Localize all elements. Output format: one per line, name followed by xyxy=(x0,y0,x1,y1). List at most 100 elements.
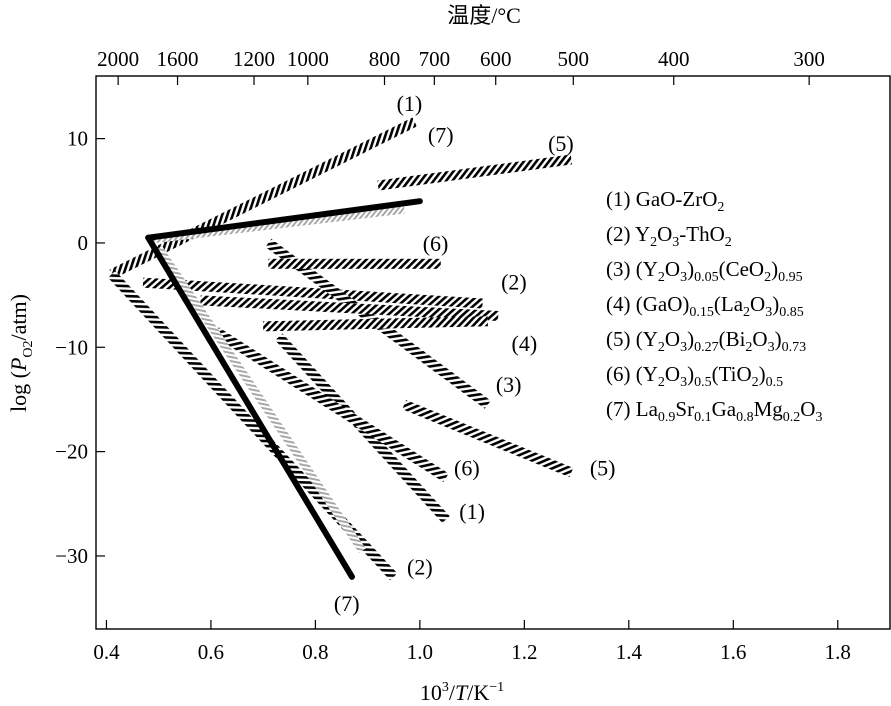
y-tick-label: −10 xyxy=(55,335,88,359)
series-4-band-1 xyxy=(200,295,499,321)
series-4-band-2 xyxy=(263,316,488,332)
top-tick-label: 800 xyxy=(369,47,401,71)
series-5-band-2 xyxy=(402,400,574,478)
series-7-line-2 xyxy=(145,234,355,580)
series-marker-label: (6) xyxy=(423,231,449,256)
top-tick-label: 400 xyxy=(658,47,690,71)
legend-entry: (4) (GaO)0.15(La2O3)0.85 xyxy=(606,292,804,320)
x-axis-label: 103/T/K−1 xyxy=(420,680,504,705)
legend-text-run: (3) (Y xyxy=(606,257,658,281)
y-tick-label: 10 xyxy=(67,127,88,151)
top-tick-label: 500 xyxy=(558,47,590,71)
legend-text-run: O xyxy=(665,327,680,351)
legend-subscript: 0.15 xyxy=(689,305,714,320)
legend: (1) GaO-ZrO2(2) Y2O3-ThO2(3) (Y2O3)0.05(… xyxy=(606,187,822,425)
legend-subscript: 0.95 xyxy=(778,270,803,285)
series-5-band-1 xyxy=(377,154,573,191)
top-axis-ticks: 2000 1600 1200 1000 800 700 600 500 400 300 xyxy=(97,47,825,85)
series-2-band-2 xyxy=(108,270,398,581)
y-axis-label: log (PO2/atm) xyxy=(6,294,36,412)
series-markers: (1)(7) (5)(6)(2)(4)(3)(6) (5)(1)(2)(7) xyxy=(334,91,616,616)
series-unlabeled-band-2 xyxy=(155,245,366,553)
legend-subscript: 0.2 xyxy=(783,410,801,425)
x-tick-label: 1.8 xyxy=(825,640,851,664)
x-tick-label: 0.8 xyxy=(302,640,328,664)
legend-subscript: 3 xyxy=(768,340,775,355)
legend-entry: (7) La0.9Sr0.1Ga0.8Mg0.2O3 xyxy=(606,397,822,425)
x-axis-ticks: 0.4 0.6 0.8 1.0 1.2 1.4 1.6 1.8 xyxy=(93,620,851,664)
series-marker-label: (6) xyxy=(454,455,480,480)
legend-subscript: 0.1 xyxy=(694,410,712,425)
legend-text-run: Sr xyxy=(675,397,694,421)
x-tick-label: 1.4 xyxy=(616,640,643,664)
legend-text-run: O xyxy=(657,222,672,246)
legend-subscript: 3 xyxy=(815,410,822,425)
legend-subscript: 0.8 xyxy=(736,410,754,425)
y-axis-label-sub: O2 xyxy=(21,340,36,357)
legend-subscript: 0.73 xyxy=(782,340,807,355)
legend-text-run: (4) (GaO) xyxy=(606,292,689,316)
series-marker-label: (7) xyxy=(428,122,454,147)
legend-subscript: 2 xyxy=(658,340,665,355)
legend-text-run: ) xyxy=(775,327,782,351)
legend-subscript: 3 xyxy=(765,305,772,320)
legend-subscript: 2 xyxy=(650,235,657,250)
legend-subscript: 2 xyxy=(717,200,724,215)
legend-subscript: 3 xyxy=(680,375,687,390)
series-6-band-2 xyxy=(213,327,449,482)
legend-text-run: O xyxy=(752,327,767,351)
x-axis-label-var: T xyxy=(455,680,469,705)
x-axis-label-sup2: −1 xyxy=(489,680,504,695)
top-axis-label: 温度/°C xyxy=(447,3,521,28)
top-tick-label: 1200 xyxy=(233,47,275,71)
legend-text-run: ) xyxy=(687,327,694,351)
legend-text-run: (2) Y xyxy=(606,222,650,246)
legend-subscript: 0.85 xyxy=(779,305,804,320)
legend-subscript: 0.9 xyxy=(658,410,676,425)
series-7-line-1 xyxy=(145,198,423,241)
legend-subscript: 0.5 xyxy=(694,375,712,390)
legend-text-run: -ThO xyxy=(679,222,725,246)
y-axis-ticks: 10 0 −10 −20 −30 xyxy=(55,127,105,568)
legend-entry: (1) GaO-ZrO2 xyxy=(606,187,724,215)
y-axis-label-pre: log ( xyxy=(6,371,31,412)
legend-subscript: 3 xyxy=(672,235,679,250)
legend-text-run: (Bi xyxy=(719,327,746,351)
y-tick-label: −30 xyxy=(55,544,88,568)
x-axis-label-base: 10 xyxy=(420,680,442,705)
legend-text-run: ) xyxy=(771,257,778,281)
series-layer xyxy=(108,117,574,581)
top-tick-label: 1600 xyxy=(157,47,199,71)
plot-frame xyxy=(95,75,891,630)
legend-text-run: (5) (Y xyxy=(606,327,658,351)
legend-subscript: 2 xyxy=(658,270,665,285)
series-unlabeled-band-1 xyxy=(147,205,405,244)
top-tick-label: 700 xyxy=(419,47,451,71)
series-marker-label: (1) xyxy=(397,91,423,116)
y-tick-label: −20 xyxy=(55,440,88,464)
legend-text-run: (La xyxy=(714,292,744,316)
legend-text-run: O xyxy=(665,362,680,386)
legend-text-run: Ga xyxy=(712,397,737,421)
series-marker-label: (5) xyxy=(548,131,574,156)
legend-entry: (2) Y2O3-ThO2 xyxy=(606,222,732,250)
legend-text-run: (1) GaO-ZrO xyxy=(606,187,717,211)
legend-subscript: 0.27 xyxy=(694,340,719,355)
series-marker-label: (2) xyxy=(501,270,527,295)
x-axis-label-slash1: / xyxy=(449,680,456,705)
legend-entry: (6) (Y2O3)0.5(TiO2)0.5 xyxy=(606,362,783,390)
series-2-band-1 xyxy=(142,277,483,309)
series-marker-label: (1) xyxy=(459,499,485,524)
legend-subscript: 0.5 xyxy=(766,375,784,390)
legend-subscript: 2 xyxy=(764,270,771,285)
legend-subscript: 2 xyxy=(725,235,732,250)
legend-text-run: (CeO xyxy=(719,257,765,281)
x-tick-label: 0.6 xyxy=(198,640,224,664)
x-tick-label: 1.0 xyxy=(407,640,433,664)
x-tick-label: 1.6 xyxy=(720,640,746,664)
legend-text-run: O xyxy=(750,292,765,316)
legend-text-run: Mg xyxy=(754,397,784,421)
legend-text-run: (6) (Y xyxy=(606,362,658,386)
legend-text-run: ) xyxy=(687,257,694,281)
